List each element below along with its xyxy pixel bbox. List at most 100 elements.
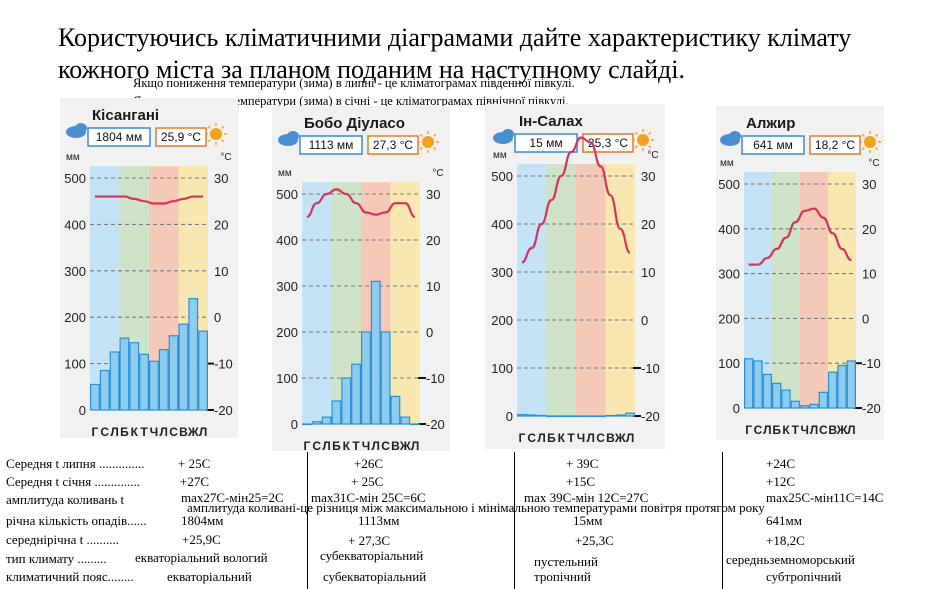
unit-celsius: °C [432, 168, 443, 179]
y-right-tick: -20 [641, 409, 660, 424]
y-right-tick: 20 [862, 222, 876, 237]
y-left-tick: 100 [718, 356, 740, 371]
precip-total-box [299, 135, 363, 155]
y-right-tick: 10 [426, 279, 440, 294]
row-label-amplitude: амплитуда коливань t [6, 492, 125, 507]
precip-bar [188, 298, 199, 411]
avg-temp-box [367, 135, 419, 155]
chart-title: Ін-Салах [519, 113, 583, 130]
insalah-jan: +15С [566, 474, 596, 489]
precip-bar [380, 331, 391, 425]
y-left-tick: 100 [276, 371, 298, 386]
y-left-tick: 400 [491, 217, 513, 232]
y-left-tick: 100 [64, 357, 86, 372]
y-right-tick: 10 [641, 265, 655, 280]
precip-bar [178, 323, 189, 411]
precip-bar [575, 415, 586, 418]
month-label: Л [587, 431, 595, 445]
algiers-july: +24С [766, 456, 796, 471]
month-label: К [131, 425, 139, 438]
y-left-tick: 200 [64, 310, 86, 325]
y-left-tick: 200 [276, 325, 298, 340]
season-band [546, 164, 576, 416]
precip-total-label: 1113 мм [309, 138, 354, 152]
y-left-tick: 0 [733, 401, 740, 416]
month-label: Л [110, 425, 118, 438]
amplitude-definition-note: амплитуда коливані-це різниця мiж максим… [187, 500, 765, 515]
precip-bar [360, 331, 371, 425]
row-label-precip: річна кількість опадів...... [6, 513, 147, 528]
precip-bar [129, 342, 140, 411]
precip-bar [753, 360, 763, 409]
month-label: Т [792, 423, 800, 437]
kisangani-avg: +25,9С [182, 532, 221, 547]
month-label: В [179, 425, 188, 438]
kisangani-jan: +27С [180, 474, 210, 489]
insalah-type: пустельний [534, 554, 598, 569]
month-label: Т [140, 425, 148, 438]
row-label-avg: середнірічна t .......... [6, 532, 119, 547]
month-label: Б [547, 431, 556, 445]
precip-bar [311, 421, 322, 425]
y-left-tick: 200 [718, 311, 740, 326]
y-right-tick: 10 [214, 264, 228, 279]
precip-total-label: 1804 мм [96, 130, 143, 144]
y-right-tick: 0 [641, 313, 648, 328]
y-left-tick: 300 [276, 279, 298, 294]
chart-title: Бобо Діуласо [304, 115, 405, 132]
month-label: Л [763, 423, 771, 437]
precip-bar [302, 423, 312, 426]
month-label: Ч [150, 425, 158, 438]
avg-temp-label: 25,3 °C [588, 136, 628, 150]
month-label: В [828, 423, 837, 437]
precip-bar [321, 416, 332, 425]
y-right-tick: 30 [862, 177, 876, 192]
month-label: Г [519, 431, 526, 445]
y-right-tick: -10 [862, 356, 881, 371]
month-label: С [754, 423, 763, 437]
precip-bar [781, 389, 791, 409]
precip-bar [410, 423, 420, 426]
algiers-precip: 641мм [766, 513, 802, 528]
rain-cloud-icon [66, 123, 87, 138]
y-left-tick: 400 [276, 233, 298, 248]
table-divider [307, 452, 308, 589]
bobo-type: субекваторіальний [320, 548, 424, 563]
climate-chart-in-salah: Ін-Салах 15 мм 25,3 °C мм °C 0 100 200 300 400 500… [485, 104, 665, 449]
kisangani-type: екваторіальний вологий [135, 550, 268, 565]
precip-bar [799, 405, 810, 409]
temperature-curve [748, 207, 852, 266]
month-label: К [782, 423, 790, 437]
y-left-tick: 200 [491, 313, 513, 328]
month-label: Г [92, 425, 99, 438]
precip-bar [809, 403, 819, 409]
season-band [576, 164, 606, 416]
month-label: Т [567, 431, 575, 445]
y-left-tick: 0 [506, 409, 513, 424]
y-right-tick: -20 [426, 417, 445, 432]
precip-bar [99, 369, 110, 411]
insalah-precip: 15мм [573, 513, 603, 528]
precip-bar [158, 349, 169, 411]
precip-bar [536, 414, 547, 417]
precip-bar [390, 395, 401, 425]
y-right-tick: 20 [426, 233, 440, 248]
precip-bar [526, 414, 537, 417]
unit-mm: мм [493, 150, 507, 161]
month-label: С [819, 423, 828, 437]
y-right-tick: 0 [214, 310, 221, 325]
month-label: К [343, 439, 351, 451]
precip-bar [762, 373, 772, 409]
y-right-tick: 30 [641, 169, 655, 184]
y-right-tick: 0 [862, 311, 869, 326]
precip-bar [370, 280, 381, 425]
month-label: Ч [800, 423, 808, 437]
y-right-tick: -10 [214, 357, 233, 372]
row-label-july: Середня t липня .............. [6, 456, 145, 471]
y-right-tick: -10 [641, 361, 660, 376]
precip-bar [90, 383, 100, 411]
insalah-avg: +25,3С [575, 533, 614, 548]
season-band [605, 164, 635, 416]
bobo-jan: + 25С [351, 474, 384, 489]
temperature-curve [94, 195, 204, 205]
